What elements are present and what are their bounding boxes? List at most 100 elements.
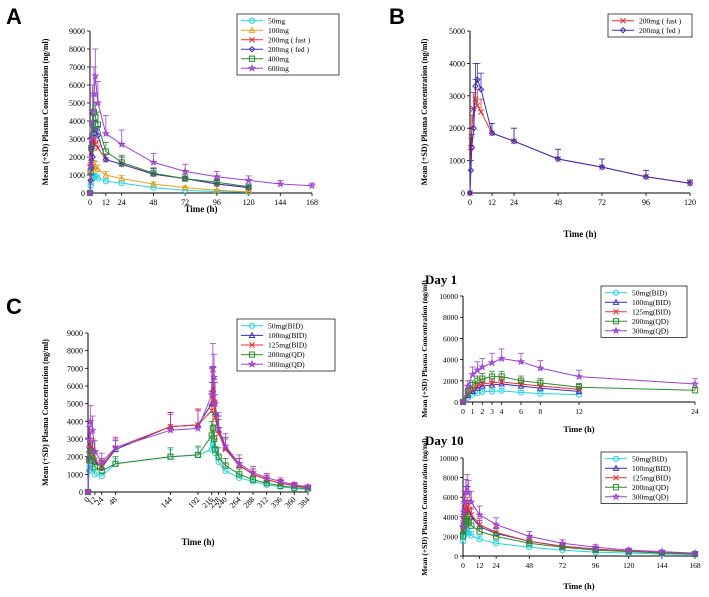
x-tick-label: 0 bbox=[461, 561, 465, 570]
data-point bbox=[487, 358, 497, 367]
data-point bbox=[118, 159, 125, 166]
data-point bbox=[221, 441, 230, 450]
data-point bbox=[686, 179, 694, 187]
data-point bbox=[236, 471, 243, 478]
series-300mg-qd- bbox=[458, 474, 700, 557]
data-point bbox=[493, 533, 500, 540]
data-point bbox=[575, 391, 583, 398]
x-tick-label: 24 bbox=[492, 561, 500, 570]
x-tick-label: 12 bbox=[575, 407, 583, 416]
legend-swatch-marker bbox=[613, 474, 619, 481]
legend-swatch-marker bbox=[619, 26, 627, 34]
y-tick-label: 6000 bbox=[443, 493, 458, 502]
x-tick-label: 384 bbox=[297, 495, 312, 510]
data-point bbox=[150, 170, 157, 177]
y-tick-label: 5000 bbox=[67, 400, 83, 409]
x-tick-label: 3 bbox=[490, 407, 494, 416]
x-tick-label: 264 bbox=[228, 495, 243, 510]
series-line bbox=[87, 428, 309, 493]
data-point bbox=[472, 82, 479, 90]
series-line bbox=[469, 77, 691, 194]
data-point bbox=[208, 364, 218, 372]
legend-label: 200mg(QD) bbox=[632, 317, 669, 326]
data-point bbox=[112, 460, 119, 467]
data-point bbox=[558, 538, 567, 547]
series-300mg-qd- bbox=[458, 348, 700, 406]
x-tick-label: 12 bbox=[102, 198, 110, 207]
legend-swatch-marker bbox=[248, 45, 256, 53]
legend-swatch-marker bbox=[612, 455, 620, 462]
x-tick-label: 48 bbox=[149, 198, 157, 207]
x-tick-label: 72 bbox=[559, 561, 567, 570]
data-point bbox=[518, 381, 524, 387]
data-point bbox=[102, 156, 110, 164]
data-point bbox=[575, 384, 583, 391]
x-tick-label: 0 bbox=[88, 198, 92, 207]
series-200mg-qd- bbox=[459, 370, 699, 406]
legend-swatch-marker bbox=[612, 484, 620, 491]
x-tick-label: 312 bbox=[255, 495, 270, 510]
y-tick-label: 4000 bbox=[443, 513, 458, 522]
data-point bbox=[94, 165, 102, 173]
data-point bbox=[624, 545, 633, 554]
legend: 50mg(BID)100mg(BID)125mg(BID)200mg(QD)30… bbox=[600, 285, 688, 338]
data-point bbox=[222, 462, 229, 469]
legend-label: 300mg(QD) bbox=[268, 360, 305, 369]
data-point bbox=[214, 423, 223, 432]
data-point bbox=[537, 383, 544, 390]
legend-label: 50mg(BID) bbox=[632, 288, 667, 297]
x-tick-label: 0 bbox=[461, 407, 465, 416]
data-point bbox=[470, 124, 477, 132]
data-point bbox=[476, 528, 483, 535]
legend-label: 50mg(BID) bbox=[268, 321, 303, 330]
data-point bbox=[488, 129, 496, 137]
y-tick-label: 4000 bbox=[449, 59, 465, 68]
data-point bbox=[468, 522, 475, 529]
data-point bbox=[554, 155, 562, 163]
y-axis-title: Mean (+SD) Plasma Concentration (ng/ml) bbox=[420, 38, 429, 185]
y-tick-label: 10000 bbox=[439, 292, 458, 301]
series-line bbox=[89, 111, 249, 194]
series-400mg bbox=[86, 95, 252, 197]
legend-swatch-marker bbox=[612, 318, 620, 325]
data-point bbox=[276, 476, 285, 485]
data-point bbox=[209, 372, 219, 381]
y-tick-label: 0 bbox=[79, 488, 83, 497]
data-point bbox=[468, 144, 476, 151]
x-tick-label: 24 bbox=[510, 198, 518, 207]
x-tick-label: 288 bbox=[242, 495, 257, 510]
x-tick-label: 4 bbox=[500, 407, 504, 416]
y-tick-label: 2000 bbox=[67, 453, 83, 462]
data-point bbox=[111, 443, 120, 452]
x-axis-title: Time (h) bbox=[184, 204, 217, 214]
legend: 200mg ( fast )200mg ( fed ) bbox=[607, 13, 693, 38]
legend-swatch-marker bbox=[620, 17, 626, 24]
y-axis-title: Mean (+SD) Plasma Concentration (ng/ml) bbox=[420, 280, 429, 418]
data-point bbox=[209, 425, 216, 432]
x-tick-label: 0 bbox=[82, 495, 91, 504]
data-point bbox=[88, 107, 97, 116]
data-point bbox=[536, 363, 545, 372]
x-tick-label: 6 bbox=[519, 407, 523, 416]
y-tick-label: 0 bbox=[461, 189, 465, 198]
data-point bbox=[474, 76, 481, 83]
data-point bbox=[89, 89, 99, 98]
data-point bbox=[89, 455, 96, 462]
data-point bbox=[690, 379, 700, 388]
data-point bbox=[87, 134, 96, 143]
legend-swatch-marker bbox=[611, 492, 621, 501]
data-point bbox=[94, 132, 102, 139]
data-point bbox=[97, 457, 106, 466]
data-point bbox=[691, 387, 699, 394]
data-point bbox=[598, 163, 606, 171]
panel-label-b: B bbox=[389, 4, 405, 29]
data-point bbox=[262, 473, 271, 482]
legend-label: 200mg(QD) bbox=[632, 483, 669, 492]
legend-label: 100mg(BID) bbox=[632, 298, 671, 307]
y-tick-label: 4000 bbox=[69, 117, 85, 126]
legend-swatch-marker bbox=[248, 322, 256, 329]
data-point bbox=[212, 172, 222, 181]
data-point bbox=[491, 520, 501, 529]
data-point bbox=[489, 379, 495, 386]
